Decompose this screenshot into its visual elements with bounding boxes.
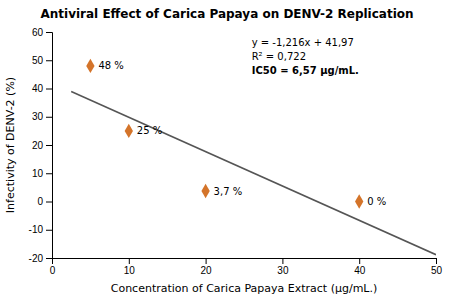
y-axis-tick: 30 bbox=[32, 111, 52, 122]
x-axis-tick-label: 30 bbox=[277, 265, 289, 276]
chart: 0 10 20 30 40 50 -20 -10 0 10 20 30 40 50 60 48 % 25 % 3,… bbox=[0, 0, 454, 300]
y-axis-tick-label: 0 bbox=[37, 196, 43, 207]
y-axis-tick: -10 bbox=[29, 224, 52, 235]
plot: 0 10 20 30 40 50 -20 -10 0 10 20 30 40 50 60 48 % 25 % 3,… bbox=[29, 27, 443, 276]
y-axis-tick-mark bbox=[46, 230, 52, 231]
y-axis-tick-mark bbox=[46, 202, 52, 203]
x-axis-tick-mark bbox=[129, 258, 130, 264]
x-axis: 0 10 20 30 40 50 bbox=[50, 258, 443, 276]
x-axis-tick-label: 0 bbox=[50, 265, 56, 276]
x-axis-title: Concentration of Carica Papaya Extract (… bbox=[111, 282, 378, 295]
y-axis-tick: 50 bbox=[32, 55, 52, 66]
y-axis-tick: 0 bbox=[37, 196, 52, 207]
data-label: 48 % bbox=[98, 60, 123, 71]
y-axis-tick-label: 10 bbox=[32, 168, 44, 179]
data-label: 3,7 % bbox=[214, 186, 243, 197]
y-axis-tick-label: 20 bbox=[32, 140, 44, 151]
y-axis-tick-mark bbox=[46, 60, 52, 61]
x-axis-tick-mark bbox=[359, 258, 360, 264]
x-axis-line bbox=[53, 259, 437, 265]
point bbox=[86, 59, 94, 73]
y-axis-tick: 20 bbox=[32, 140, 52, 151]
x-axis-tick-mark bbox=[206, 258, 207, 264]
y-axis-tick: 60 bbox=[32, 27, 52, 38]
y-axis-tick-label: 40 bbox=[32, 83, 44, 94]
y-axis-tick-label: -10 bbox=[29, 224, 44, 235]
y-axis-tick-mark bbox=[46, 32, 52, 33]
y-axis-tick-mark bbox=[46, 145, 52, 146]
y-axis: -20 -10 0 10 20 30 40 50 60 bbox=[29, 27, 53, 264]
x-axis-tick: 20 bbox=[201, 258, 213, 276]
x-axis-tick: 50 bbox=[431, 258, 443, 276]
y-axis-tick-mark bbox=[46, 117, 52, 118]
y-axis-tick: 10 bbox=[32, 168, 52, 179]
x-axis-tick: 40 bbox=[354, 258, 366, 276]
x-axis-tick-label: 50 bbox=[431, 265, 443, 276]
y-axis-tick-label: 60 bbox=[32, 27, 44, 38]
annotation: y = -1,216x + 41,97 bbox=[252, 37, 354, 48]
x-axis-tick: 30 bbox=[277, 258, 289, 276]
x-axis-tick: 0 bbox=[50, 258, 56, 276]
title: Antiviral Effect of Carica Papaya on DEN… bbox=[40, 7, 413, 21]
x-axis-tick: 10 bbox=[124, 258, 136, 276]
x-axis-tick-label: 40 bbox=[354, 265, 366, 276]
point bbox=[201, 184, 209, 198]
y-axis-tick-mark bbox=[46, 89, 52, 90]
y-axis-tick-mark bbox=[46, 258, 52, 259]
y-axis-tick: 40 bbox=[32, 83, 52, 94]
x-axis-tick-mark bbox=[436, 258, 437, 264]
y-axis-tick-label: -20 bbox=[29, 253, 44, 264]
y-axis-tick-mark bbox=[46, 173, 52, 174]
y-axis-tick-label: 30 bbox=[32, 111, 44, 122]
annotations: y = -1,216x + 41,97 R² = 0,722 IC50 = 6,57… bbox=[252, 37, 359, 76]
data-label: 0 % bbox=[367, 196, 386, 207]
x-axis-tick-label: 20 bbox=[201, 265, 213, 276]
regression-line bbox=[71, 92, 436, 255]
y-axis-title: Infectivity of DENV-2 (%) bbox=[4, 77, 17, 213]
point bbox=[125, 124, 133, 138]
annotation: R² = 0,722 bbox=[252, 51, 306, 62]
marks bbox=[71, 59, 436, 255]
x-axis-tick-mark bbox=[282, 258, 283, 264]
data-label: 25 % bbox=[137, 125, 162, 136]
y-axis-tick: -20 bbox=[29, 253, 52, 264]
annotation: IC50 = 6,57 μg/mL. bbox=[252, 65, 359, 76]
y-axis-line bbox=[46, 33, 53, 259]
point bbox=[355, 194, 363, 208]
y-axis-tick-label: 50 bbox=[32, 55, 44, 66]
x-axis-tick-label: 10 bbox=[124, 265, 136, 276]
data-labels: 48 % 25 % 3,7 % 0 % bbox=[98, 60, 386, 207]
